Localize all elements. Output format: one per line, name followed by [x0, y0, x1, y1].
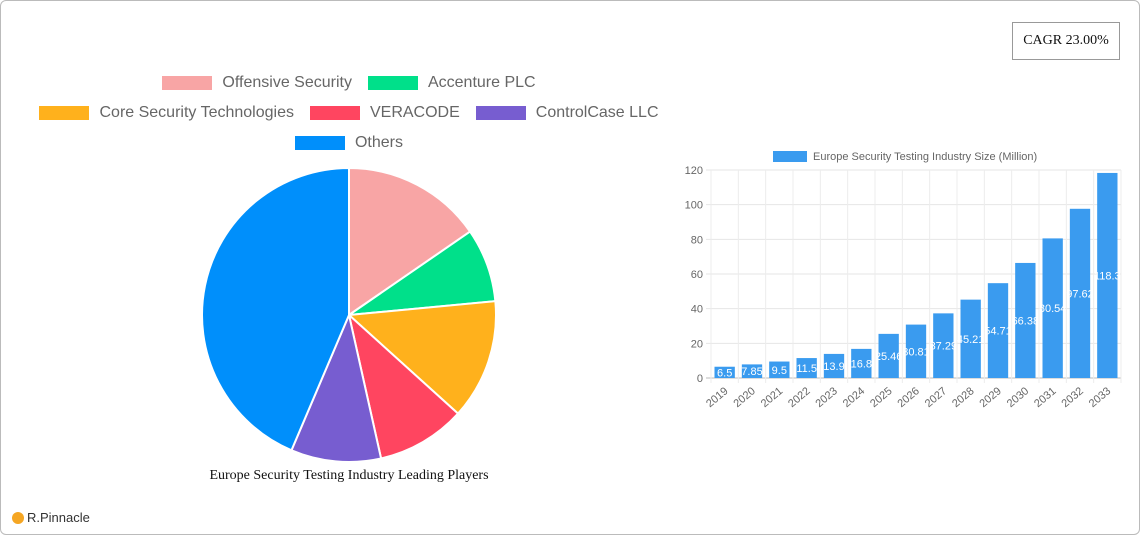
bar[interactable] — [905, 324, 927, 378]
bar-data-label: 80.54 — [1039, 303, 1067, 315]
legend-swatch — [309, 106, 360, 120]
bar-data-label: 11.5 — [796, 363, 817, 375]
pie-title: Europe Security Testing Industry Leading… — [209, 468, 489, 483]
brand-logo: R.Pinnacle — [12, 510, 90, 525]
bar[interactable] — [987, 283, 1009, 378]
bar[interactable] — [741, 364, 763, 378]
x-tick-label: 2031 — [1032, 385, 1058, 410]
y-tick-label: 20 — [691, 338, 703, 350]
legend-item[interactable]: Offensive Security — [162, 73, 352, 93]
brand-name: R.Pinnacle — [27, 510, 90, 525]
legend-label: VERACODE — [369, 104, 460, 121]
x-tick-label: 2023 — [813, 385, 839, 410]
bar-data-label: 7.85 — [741, 366, 762, 378]
bar[interactable] — [1097, 172, 1118, 378]
legend-label: Accenture PLC — [427, 74, 536, 91]
bar[interactable] — [796, 358, 817, 378]
bar-data-label: 118.3 — [1094, 270, 1121, 282]
bar-data-label: 37.29 — [930, 341, 958, 353]
y-tick-label: 80 — [691, 234, 703, 246]
x-tick-label: 2030 — [1005, 385, 1031, 410]
bar[interactable] — [933, 313, 954, 378]
bar[interactable] — [823, 353, 845, 378]
x-tick-label: 2027 — [923, 385, 949, 410]
legend-item[interactable]: Accenture PLC — [367, 73, 536, 93]
x-tick-label: 2029 — [977, 385, 1003, 410]
legend-label: Core Security Technologies — [99, 104, 294, 121]
legend-item[interactable]: ControlCase LLC — [475, 103, 659, 123]
x-tick-label: 2019 — [704, 385, 730, 410]
x-tick-label: 2021 — [759, 385, 785, 410]
cagr-badge: CAGR 23.00% — [1012, 22, 1120, 60]
y-tick-label: 120 — [685, 165, 703, 177]
bar[interactable] — [1015, 262, 1036, 378]
legend-label: Offensive Security — [222, 74, 352, 91]
legend-label: Others — [354, 134, 403, 151]
bar-data-label: 54.71 — [984, 326, 1012, 338]
x-tick-label: 2022 — [786, 385, 812, 410]
bar[interactable] — [851, 348, 872, 378]
legend-swatch — [39, 106, 90, 120]
x-tick-label: 2020 — [731, 385, 757, 410]
bar-data-label: 16.8 — [851, 358, 872, 370]
bar-data-label: 66.38 — [1012, 315, 1040, 327]
pie-slice[interactable] — [348, 166, 472, 317]
bar[interactable] — [878, 333, 899, 378]
legend-item[interactable]: VERACODE — [309, 103, 460, 123]
y-tick-label: 100 — [685, 200, 703, 212]
bar-legend-label[interactable]: Europe Security Testing Industry Size (M… — [813, 151, 1037, 163]
legend-item[interactable]: Core Security Technologies — [39, 103, 294, 123]
bar-data-label: 30.81 — [902, 346, 930, 358]
bar-legend-swatch — [773, 151, 807, 162]
legend-label: ControlCase LLC — [535, 104, 659, 121]
pie-slice[interactable] — [347, 312, 460, 460]
legend-item[interactable]: Others — [294, 133, 403, 153]
logo-icon — [12, 511, 24, 524]
bar[interactable] — [1042, 238, 1063, 378]
bar[interactable] — [769, 361, 790, 378]
legend-swatch — [475, 106, 526, 120]
pie-slice[interactable] — [346, 300, 497, 416]
bar-data-label: 45.21 — [957, 334, 985, 346]
pie-slice[interactable] — [290, 311, 383, 463]
bar[interactable] — [960, 299, 981, 378]
x-tick-label: 2025 — [868, 385, 894, 410]
x-tick-label: 2032 — [1059, 385, 1085, 410]
y-tick-label: 40 — [691, 304, 703, 316]
legend-swatch — [294, 136, 345, 150]
pie-legend: Offensive Security Accenture PLC Core Secu… — [21, 73, 677, 153]
x-tick-label: 2033 — [1087, 385, 1113, 410]
legend-swatch — [162, 76, 213, 90]
x-tick-label: 2026 — [895, 385, 921, 410]
y-tick-label: 60 — [691, 269, 703, 281]
legend-swatch — [367, 76, 418, 90]
bar[interactable] — [714, 366, 735, 378]
pie-chart — [201, 166, 497, 463]
x-tick-label: 2024 — [841, 385, 867, 410]
bar-data-label: 25.46 — [875, 351, 903, 363]
bar[interactable] — [1069, 208, 1091, 378]
x-tick-label: 2028 — [950, 385, 976, 410]
bar-data-label: 13.9 — [823, 361, 844, 373]
pie-slice[interactable] — [201, 166, 350, 452]
bar-data-label: 9.5 — [772, 365, 787, 377]
bar-data-label: 6.5 — [717, 367, 732, 379]
bar-data-label: 97.62 — [1066, 288, 1094, 300]
y-tick-label: 0 — [697, 373, 703, 385]
